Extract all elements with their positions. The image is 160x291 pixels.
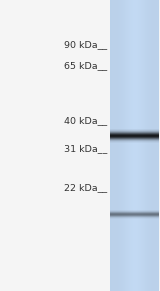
- Text: 65 kDa__: 65 kDa__: [64, 61, 108, 70]
- Bar: [0, 0, 110, 291]
- Text: 40 kDa__: 40 kDa__: [64, 116, 108, 125]
- Text: 31 kDa__: 31 kDa__: [64, 144, 108, 153]
- Text: 90 kDa__: 90 kDa__: [64, 41, 108, 49]
- Text: 22 kDa__: 22 kDa__: [64, 183, 108, 192]
